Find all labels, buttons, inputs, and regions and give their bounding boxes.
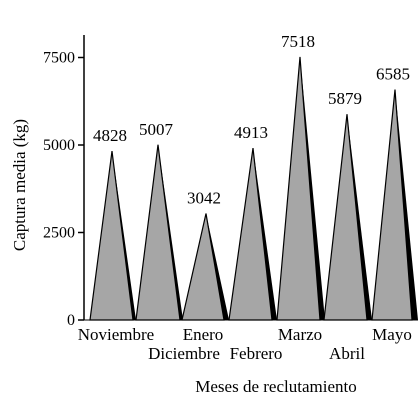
bar [181, 213, 225, 321]
x-tick-label: Diciembre [148, 344, 220, 363]
y-tick-label: 7500 [43, 50, 75, 67]
bar-shadow [300, 56, 325, 321]
bar [89, 150, 134, 321]
data-label: 5007 [139, 120, 174, 139]
plot-area: 0 2500 5000 7500 4828 Noviembre 5007 Diciembre 3… [43, 32, 418, 363]
bar [135, 144, 181, 321]
y-tick-label: 2500 [43, 225, 75, 242]
bar [276, 56, 321, 321]
x-tick-label: Febrero [230, 344, 283, 363]
bar-shadow [206, 213, 229, 320]
data-label: 4828 [93, 126, 127, 145]
bar [323, 114, 368, 321]
x-axis-label: Meses de reclutamiento [195, 377, 356, 396]
bar-shadow [253, 148, 277, 320]
x-tick-label: Abril [329, 344, 365, 363]
data-label: 7518 [281, 32, 315, 51]
data-label: 4913 [234, 123, 268, 142]
bar-shadow [347, 114, 372, 320]
x-tick-label: Marzo [278, 325, 322, 344]
bar-shadow [158, 144, 183, 320]
x-tick-label: Noviembre [78, 325, 154, 344]
bar-shadow [395, 89, 418, 321]
y-tick-label: 5000 [43, 137, 75, 154]
y-axis-label: Captura media (kg) [10, 119, 29, 251]
data-label: 5879 [328, 89, 362, 108]
x-tick-label: Mayo [372, 325, 412, 344]
data-label: 6585 [376, 65, 410, 84]
bar [228, 147, 273, 321]
y-tick-label: 0 [67, 312, 75, 329]
bar-shadow [112, 151, 136, 320]
data-label: 3042 [187, 189, 221, 208]
x-tick-label: Enero [183, 325, 224, 344]
